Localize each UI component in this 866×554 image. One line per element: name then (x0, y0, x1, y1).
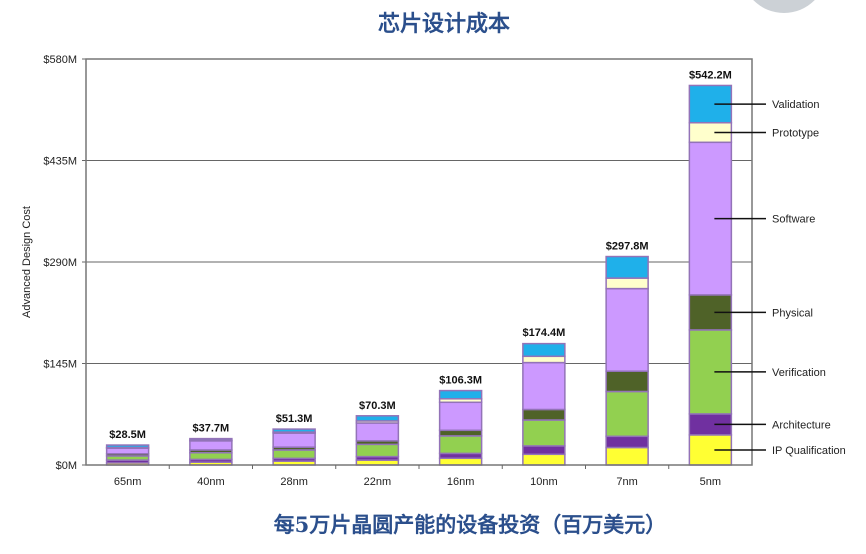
bar-segment-software (189, 440, 233, 451)
bar-segment-physical (438, 429, 483, 437)
bar-segment-verification (438, 435, 483, 455)
y-tick-label: $0M (56, 460, 77, 472)
x-tick-label: 22nm (364, 476, 392, 488)
page-title: 芯片设计成本 (378, 11, 510, 37)
legend-label: Verification (772, 367, 826, 379)
y-tick-label: $145M (43, 359, 77, 371)
bar-segment-verification (355, 443, 400, 458)
bar-segment-validation (105, 444, 150, 449)
legend-label: Physical (772, 307, 813, 319)
total-label: $70.3M (359, 400, 396, 412)
bar-segment-software (522, 361, 566, 411)
legend-label: Architecture (772, 419, 831, 431)
bar-segment-software (272, 432, 316, 448)
legend-label: Software (772, 214, 815, 226)
bar-segment-validation (355, 415, 400, 422)
y-axis-label: Advanced Design Cost (21, 206, 33, 318)
x-tick-label: 10nm (530, 476, 558, 488)
footer-caption: 每5万片晶圆产能的设备投资（百万美元） (274, 512, 667, 537)
bar-segment-validation (605, 255, 649, 279)
bar-segment-architecture (605, 435, 649, 449)
x-tick-label: 65nm (114, 476, 142, 488)
bar-segment-validation (438, 389, 483, 400)
total-label: $174.4M (522, 327, 565, 339)
bar-segment-verification (522, 419, 566, 447)
y-tick-label: $580M (43, 54, 77, 66)
x-tick-label: 7nm (616, 476, 637, 488)
bar-segment-prototype (605, 277, 649, 290)
total-label: $51.3M (276, 413, 313, 425)
bar-segment-software (355, 422, 400, 442)
bar-segment-physical (605, 370, 649, 393)
y-tick-label: $435M (43, 156, 77, 168)
y-tick-label: $290M (43, 257, 77, 269)
bar-segment-ip-qualification (605, 446, 649, 466)
bar-segment-architecture (522, 445, 566, 456)
bar-segment-validation (522, 342, 566, 358)
corner-decoration (753, 0, 815, 13)
bar-segment-verification (605, 390, 649, 438)
bar-segment-validation (272, 428, 316, 433)
x-tick-label: 16nm (447, 476, 475, 488)
legend-label: Prototype (772, 128, 819, 140)
total-label: $542.2M (689, 69, 732, 81)
bar-segment-physical (522, 408, 566, 421)
x-tick-label: 40nm (197, 476, 225, 488)
bar-segment-ip-qualification (438, 457, 483, 466)
bar-segment-software (605, 287, 649, 372)
bar-segment-software (438, 401, 483, 432)
total-label: $28.5M (109, 429, 146, 441)
bar-segment-prototype (522, 355, 566, 364)
bar-segment-verification (272, 449, 316, 460)
bar-segment-software (105, 447, 150, 455)
total-label: $37.7M (193, 423, 230, 435)
bar-segment-validation (189, 437, 233, 441)
total-label: $297.8M (606, 241, 649, 253)
legend-label: Validation (772, 99, 820, 111)
legend-label: IP Qualification (772, 445, 846, 457)
bar-segment-validation (688, 84, 733, 124)
total-label: $106.3M (439, 375, 482, 387)
x-tick-label: 28nm (280, 476, 308, 488)
bar-segment-verification (189, 452, 233, 461)
x-tick-label: 5nm (700, 476, 721, 488)
bar-segment-ip-qualification (522, 453, 566, 466)
